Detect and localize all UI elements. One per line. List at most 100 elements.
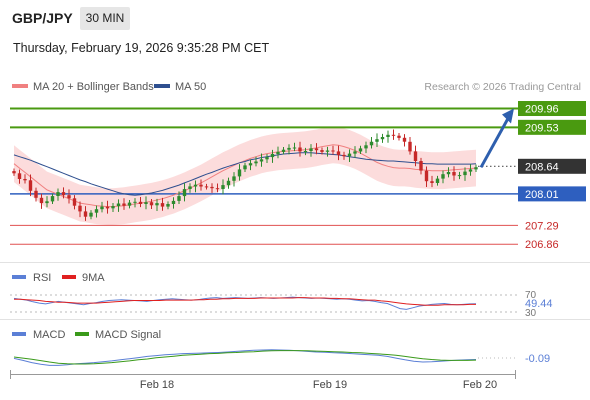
candle-body: [276, 151, 280, 155]
level-tag: [518, 186, 586, 202]
candle-body: [171, 200, 176, 204]
candle-body: [83, 211, 88, 217]
moving-averages: [13, 144, 477, 208]
rsi-legend: RSI 9MA: [12, 272, 105, 284]
rsi-tick-70: 70: [525, 290, 537, 301]
ma20-legend-label: MA 20 + Bollinger Bands: [33, 81, 154, 93]
candle-body: [34, 190, 38, 198]
ma50-line: [13, 152, 477, 196]
level-tag: [518, 119, 586, 135]
candle-body: [419, 161, 423, 171]
rsi-legend-label: RSI: [33, 272, 51, 284]
candle-body: [237, 169, 242, 177]
candle-body: [380, 137, 385, 140]
symbol-title: GBP/JPY: [12, 10, 73, 26]
candle-body: [259, 159, 264, 162]
candle-body: [116, 203, 121, 207]
candle-body: [424, 170, 429, 182]
candle-body: [474, 167, 478, 170]
candle-body: [100, 206, 104, 210]
x-tick-label: Feb 18: [140, 379, 174, 391]
rsi-last-value: 49.44: [525, 298, 553, 310]
level-label: 209.53: [525, 122, 559, 134]
level-label: 207.29: [525, 220, 559, 232]
candle-body: [369, 141, 374, 146]
candle-body: [160, 203, 165, 207]
candle-body: [287, 147, 291, 150]
candle-body: [199, 184, 203, 187]
candle-body: [28, 180, 33, 191]
candle-body: [281, 149, 286, 152]
candle-body: [292, 147, 297, 149]
level-label: 206.86: [525, 239, 559, 251]
ma50-swatch: [154, 84, 170, 88]
level-tag: [518, 101, 586, 117]
candle-body: [441, 174, 445, 179]
x-axis: Feb 18 Feb 19 Feb 20: [10, 370, 516, 391]
forecast-arrowhead: [502, 108, 514, 124]
candle-body: [331, 150, 335, 152]
bollinger-band: [14, 126, 476, 225]
ma20-swatch: [12, 84, 28, 88]
rsi-ma-line: [14, 297, 476, 306]
candle-body: [78, 205, 82, 212]
timestamp: Thursday, February 19, 2026 9:35:28 PM C…: [13, 41, 270, 55]
candle-body: [358, 148, 363, 152]
candle-body: [111, 206, 115, 209]
candle-body: [204, 186, 209, 188]
rsi-ma-legend-label: 9MA: [82, 272, 105, 284]
candles: [12, 129, 478, 221]
candle-body: [72, 198, 77, 206]
candle-body: [452, 172, 456, 176]
macd-legend: MACD MACD Signal: [12, 329, 161, 341]
candle-body: [336, 151, 341, 155]
candle-body: [61, 192, 66, 196]
timeframe-button[interactable]: 30 MIN: [80, 7, 130, 30]
level-label: 208.64: [525, 161, 559, 173]
candle-body: [375, 139, 379, 142]
candle-body: [149, 202, 154, 206]
candle-body: [56, 192, 60, 196]
candle-body: [468, 169, 473, 172]
candle-body: [342, 154, 346, 157]
candle-body: [347, 153, 352, 157]
candle-body: [386, 134, 390, 137]
macd-signal-legend-label: MACD Signal: [95, 329, 161, 341]
candle-body: [430, 181, 434, 183]
rsi-swatch: [12, 275, 26, 279]
candle-body: [314, 148, 319, 151]
forecast-arrow-shaft: [479, 117, 510, 169]
candle-body: [248, 163, 253, 166]
macd-pane: -0.09: [13, 349, 550, 366]
candle-body: [155, 203, 159, 206]
candle-body: [12, 171, 16, 174]
candle-body: [182, 189, 187, 197]
candle-body: [89, 212, 93, 217]
x-tick-label: Feb 20: [463, 379, 497, 391]
macd-legend-label: MACD: [33, 329, 65, 341]
credit-text: Research © 2026 Trading Central: [424, 81, 581, 93]
macd-signal-swatch: [75, 332, 89, 336]
candle-body: [67, 195, 71, 199]
macd-last-value: -0.09: [525, 353, 550, 365]
level-tag: [518, 158, 586, 174]
candle-body: [138, 201, 143, 204]
candle-body: [177, 196, 181, 201]
candle-body: [397, 135, 401, 138]
macd-swatch: [12, 332, 26, 336]
ma20-line: [13, 144, 477, 208]
candle-body: [215, 188, 220, 190]
rsi-tick-30: 30: [525, 308, 537, 319]
chart-header: GBP/JPY 30 MIN: [0, 0, 590, 34]
candle-body: [133, 201, 137, 203]
candle-body: [298, 147, 302, 152]
candle-body: [446, 172, 451, 175]
candle-body: [39, 197, 44, 204]
candle-body: [23, 179, 27, 181]
macd-signal-line: [13, 350, 477, 365]
candle-body: [45, 201, 49, 204]
candle-body: [353, 151, 357, 154]
candle-body: [254, 161, 258, 164]
